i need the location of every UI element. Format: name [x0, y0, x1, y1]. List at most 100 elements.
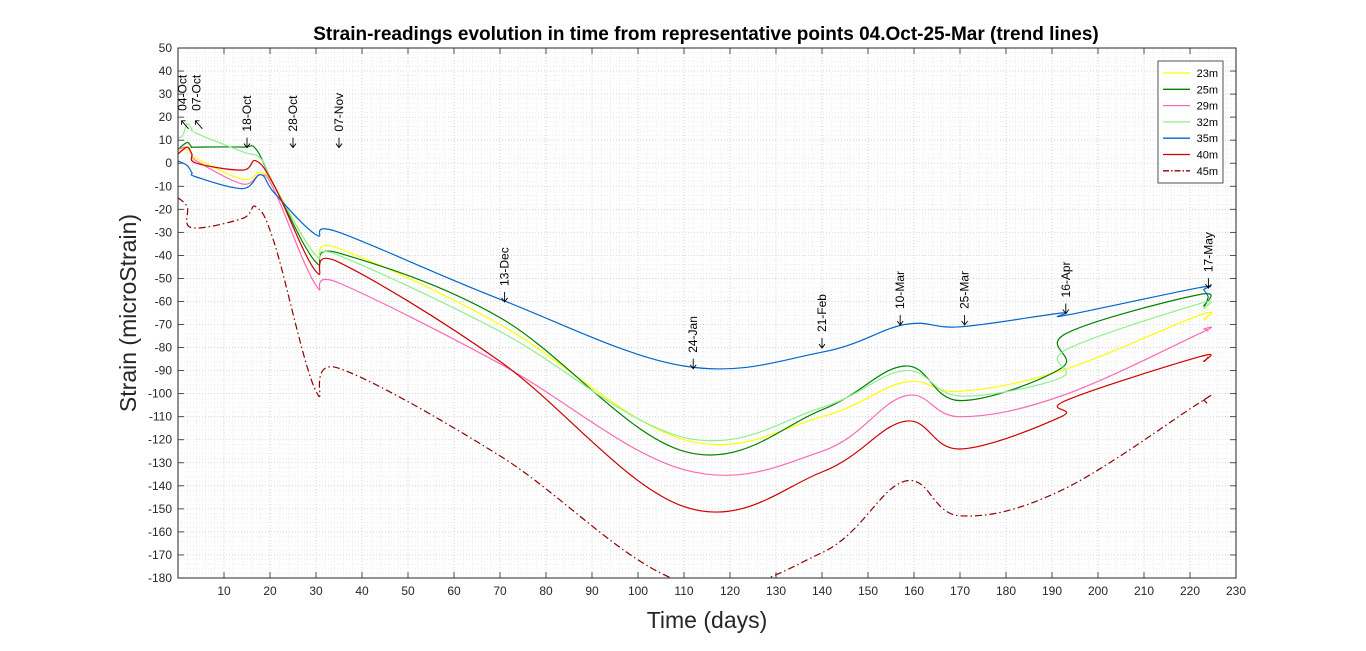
annotation-17-May: 17-May [1201, 232, 1215, 289]
y-tick-label: -80 [155, 341, 173, 355]
x-tick-label: 120 [720, 584, 740, 598]
annotation-25-Mar: 25-Mar [958, 271, 972, 326]
x-tick-label: 170 [950, 584, 970, 598]
y-axis-label: Strain (microStrain) [115, 214, 141, 412]
series-line-35m [178, 160, 1212, 370]
annotation-16-Apr: 16-Apr [1059, 261, 1073, 315]
y-tick-label: -90 [155, 364, 173, 378]
legend-entry-32m: 32m [1163, 117, 1218, 129]
annotation-label: 13-Dec [498, 247, 512, 286]
annotation-arrow [243, 137, 251, 149]
x-tick-label: 70 [493, 584, 507, 598]
x-tick-label: 10 [217, 584, 231, 598]
y-tick-label: -100 [148, 387, 172, 401]
y-tick-label: 10 [159, 133, 173, 147]
x-tick-label: 80 [539, 584, 553, 598]
x-tick-label: 100 [628, 584, 648, 598]
annotation-label: 16-Apr [1059, 261, 1073, 297]
legend-entry-45m: 45m [1163, 166, 1218, 178]
x-tick-label: 90 [585, 584, 599, 598]
x-tick-label: 20 [263, 584, 277, 598]
annotation-arrow [1062, 303, 1070, 315]
x-tick-label: 140 [812, 584, 832, 598]
y-tick-label: -40 [155, 248, 173, 262]
y-tick-label: -160 [148, 525, 172, 539]
legend-entry-35m: 35m [1163, 133, 1218, 145]
legend-entry-40m: 40m [1163, 150, 1218, 162]
legend-entry-29m: 29m [1163, 101, 1218, 113]
y-tick-label: -20 [155, 202, 173, 216]
y-tick-label: -150 [148, 502, 172, 516]
annotation-label: 10-Mar [893, 271, 907, 309]
x-tick-label: 160 [904, 584, 924, 598]
series-line-45m [178, 197, 1213, 578]
annotation-label: 18-Oct [240, 95, 254, 132]
annotation-label: 07-Nov [332, 93, 346, 132]
annotation-label: 28-Oct [286, 95, 300, 132]
annotation-label: 04-Oct [176, 74, 190, 111]
annotation-13-Dec: 13-Dec [498, 247, 512, 303]
legend-label: 23m [1197, 68, 1218, 80]
axis-ticks: 10 20 30 40 50 60 70 80 90 100 110 120 130 140 150 160 1… [148, 41, 1246, 598]
y-tick-label: -180 [148, 571, 172, 585]
legend-label: 40m [1197, 150, 1218, 162]
annotation-arrow [181, 120, 189, 130]
x-tick-label: 110 [674, 584, 693, 598]
y-tick-label: 30 [159, 87, 173, 101]
annotation-label: 24-Jan [686, 316, 700, 353]
annotation-label: 21-Feb [815, 294, 829, 332]
x-tick-label: 150 [858, 584, 878, 598]
legend-entry-23m: 23m [1163, 68, 1218, 80]
x-tick-label: 30 [309, 584, 323, 598]
annotation-arrow [961, 315, 968, 326]
y-tick-label: 0 [165, 156, 172, 170]
annotation-07-Nov: 07-Nov [332, 93, 346, 149]
annotation-28-Oct: 28-Oct [286, 95, 300, 149]
x-tick-label: 210 [1134, 584, 1154, 598]
annotation-04-Oct: 04-Oct [176, 74, 190, 130]
annotation-arrow [289, 137, 297, 149]
series-line-40m [178, 146, 1212, 513]
legend: 23m 25m 29m 32m 35m 40m 45m [1157, 60, 1224, 184]
y-tick-label: -10 [155, 179, 173, 193]
x-tick-label: 220 [1180, 584, 1200, 598]
series-line-29m [178, 146, 1213, 476]
x-tick-label: 230 [1226, 584, 1246, 598]
legend-label: 32m [1197, 117, 1218, 129]
y-tick-label: -110 [149, 410, 172, 424]
x-tick-label: 60 [447, 584, 461, 598]
legend-label: 45m [1197, 166, 1218, 178]
y-tick-label: 50 [159, 41, 173, 55]
plot-frame [177, 47, 1237, 579]
y-tick-label: -70 [155, 318, 173, 332]
series-line-25m [178, 141, 1212, 456]
annotation-arrow [335, 137, 343, 149]
chart-title: Strain-readings evolution in time from r… [313, 24, 1099, 45]
y-tick-label: -60 [155, 294, 173, 308]
x-tick-label: 50 [401, 584, 415, 598]
annotation-21-Feb: 21-Feb [815, 294, 829, 349]
series-lines [178, 123, 1213, 578]
annotation-18-Oct: 18-Oct [240, 95, 254, 149]
annotation-24-Jan: 24-Jan [686, 316, 700, 370]
x-axis-label: Time (days) [647, 607, 768, 633]
annotation-arrow [501, 291, 508, 303]
annotation-arrow [818, 338, 826, 349]
annotation-arrow [1205, 278, 1212, 289]
y-tick-label: 40 [159, 64, 173, 78]
y-tick-label: -130 [148, 456, 172, 470]
annotation-arrow [896, 315, 904, 326]
annotation-07-Oct: 07-Oct [189, 74, 203, 130]
annotation-10-Mar: 10-Mar [893, 271, 907, 326]
annotation-label: 07-Oct [189, 74, 203, 111]
annotation-label: 25-Mar [958, 271, 972, 309]
x-tick-label: 180 [996, 584, 1016, 598]
y-tick-label: 20 [159, 110, 173, 124]
y-tick-label: -30 [155, 225, 173, 239]
y-tick-label: -120 [148, 433, 172, 447]
legend-label: 25m [1197, 84, 1218, 96]
y-tick-label: -170 [148, 548, 172, 562]
legend-entry-25m: 25m [1163, 84, 1218, 96]
x-tick-label: 40 [355, 584, 369, 598]
